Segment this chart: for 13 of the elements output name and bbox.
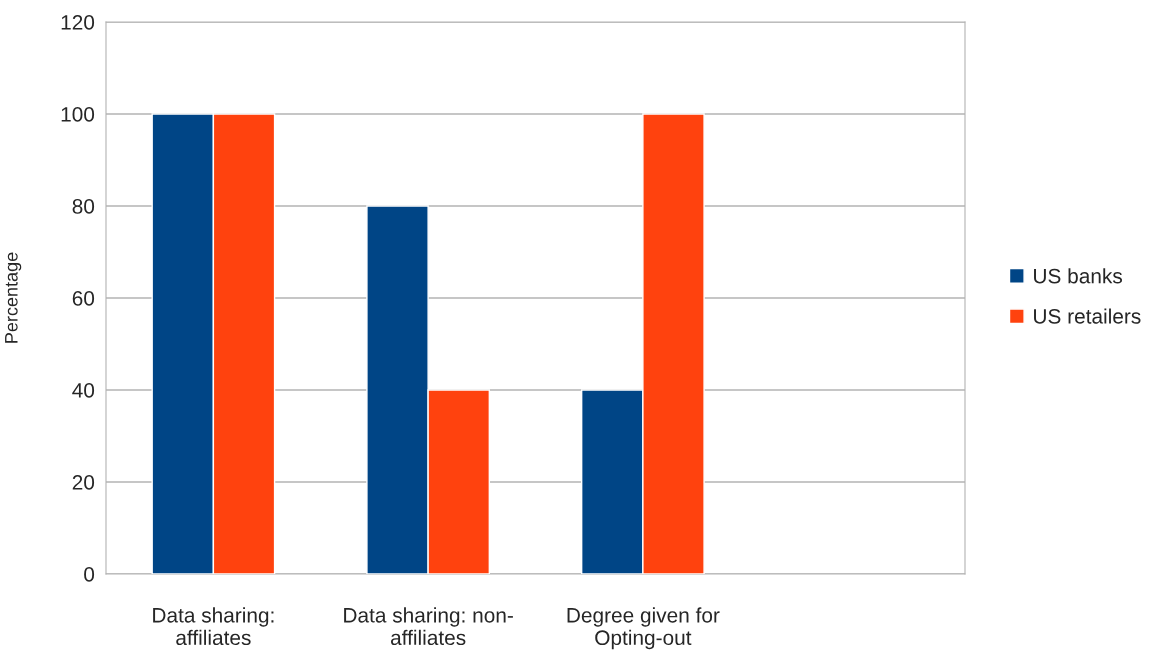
y-axis-title: Percentage [5, 252, 22, 343]
y-tick-label: 40 [72, 383, 95, 398]
y-tick-label: 60 [72, 291, 95, 306]
x-tick-label: Data sharing: affiliates [153, 607, 274, 646]
y-tick-label: 0 [84, 567, 95, 582]
x-tick-label: Data sharing: non- affiliates [344, 607, 513, 646]
legend-label: US banks [1034, 268, 1123, 284]
y-tick-label: 120 [61, 15, 95, 30]
x-tick-label: Degree given for Opting-out [567, 607, 720, 650]
y-tick-label: 100 [61, 107, 95, 122]
y-tick-label: 20 [72, 475, 95, 490]
legend-label: US retailers [1034, 308, 1141, 324]
y-tick-label: 80 [72, 199, 95, 214]
